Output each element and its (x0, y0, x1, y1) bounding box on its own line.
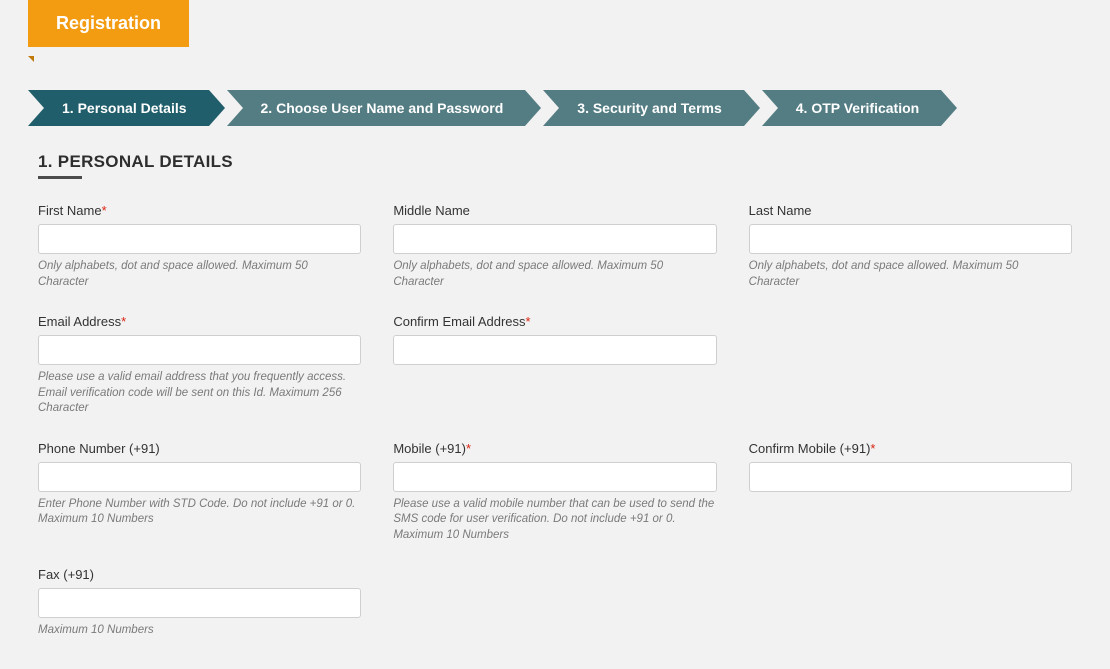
required-marker: * (466, 441, 471, 456)
first-name-input[interactable] (38, 224, 361, 254)
first-name-help: Only alphabets, dot and space allowed. M… (38, 259, 361, 290)
mobile-label: Mobile (+91)* (393, 441, 716, 456)
step-otp-verification[interactable]: 4. OTP Verification (762, 90, 941, 126)
required-marker: * (870, 441, 875, 456)
middle-name-label: Middle Name (393, 203, 716, 218)
step-label: 1. Personal Details (62, 100, 187, 116)
form-grid: First Name* Only alphabets, dot and spac… (28, 203, 1082, 639)
middle-name-help: Only alphabets, dot and space allowed. M… (393, 259, 716, 290)
field-middle-name: Middle Name Only alphabets, dot and spac… (393, 203, 716, 290)
title-notch-decoration (28, 56, 34, 62)
required-marker: * (526, 314, 531, 329)
last-name-label: Last Name (749, 203, 1072, 218)
step-label: 3. Security and Terms (577, 100, 721, 116)
phone-help: Enter Phone Number with STD Code. Do not… (38, 497, 361, 528)
label-text: Mobile (+91) (393, 441, 466, 456)
field-last-name: Last Name Only alphabets, dot and space … (749, 203, 1072, 290)
wizard-steps: 1. Personal Details 2. Choose User Name … (28, 90, 1082, 126)
fax-help: Maximum 10 Numbers (38, 623, 361, 639)
field-mobile: Mobile (+91)* Please use a valid mobile … (393, 441, 716, 544)
email-help: Please use a valid email address that yo… (38, 370, 361, 417)
required-marker: * (121, 314, 126, 329)
step-label: 2. Choose User Name and Password (261, 100, 504, 116)
field-email: Email Address* Please use a valid email … (38, 314, 361, 417)
phone-label: Phone Number (+91) (38, 441, 361, 456)
confirm-mobile-label: Confirm Mobile (+91)* (749, 441, 1072, 456)
label-text: Email Address (38, 314, 121, 329)
last-name-input[interactable] (749, 224, 1072, 254)
label-text: Confirm Mobile (+91) (749, 441, 871, 456)
empty-cell (749, 314, 1072, 417)
step-security-terms[interactable]: 3. Security and Terms (543, 90, 743, 126)
step-personal-details[interactable]: 1. Personal Details (28, 90, 209, 126)
page-title-tab: Registration (28, 0, 1082, 56)
step-username-password[interactable]: 2. Choose User Name and Password (227, 90, 526, 126)
fax-label: Fax (+91) (38, 567, 361, 582)
mobile-input[interactable] (393, 462, 716, 492)
step-label: 4. OTP Verification (796, 100, 919, 116)
label-text: First Name (38, 203, 102, 218)
last-name-help: Only alphabets, dot and space allowed. M… (749, 259, 1072, 290)
mobile-help: Please use a valid mobile number that ca… (393, 497, 716, 544)
confirm-email-input[interactable] (393, 335, 716, 365)
fax-input[interactable] (38, 588, 361, 618)
field-confirm-mobile: Confirm Mobile (+91)* (749, 441, 1072, 544)
phone-input[interactable] (38, 462, 361, 492)
email-input[interactable] (38, 335, 361, 365)
email-label: Email Address* (38, 314, 361, 329)
field-first-name: First Name* Only alphabets, dot and spac… (38, 203, 361, 290)
field-confirm-email: Confirm Email Address* (393, 314, 716, 417)
confirm-mobile-input[interactable] (749, 462, 1072, 492)
section-heading-rule (38, 176, 82, 179)
middle-name-input[interactable] (393, 224, 716, 254)
label-text: Confirm Email Address (393, 314, 525, 329)
confirm-email-label: Confirm Email Address* (393, 314, 716, 329)
field-fax: Fax (+91) Maximum 10 Numbers (38, 567, 361, 639)
field-phone: Phone Number (+91) Enter Phone Number wi… (38, 441, 361, 544)
first-name-label: First Name* (38, 203, 361, 218)
required-marker: * (102, 203, 107, 218)
page-title: Registration (28, 0, 189, 47)
section-heading: 1. PERSONAL DETAILS (38, 152, 1082, 172)
